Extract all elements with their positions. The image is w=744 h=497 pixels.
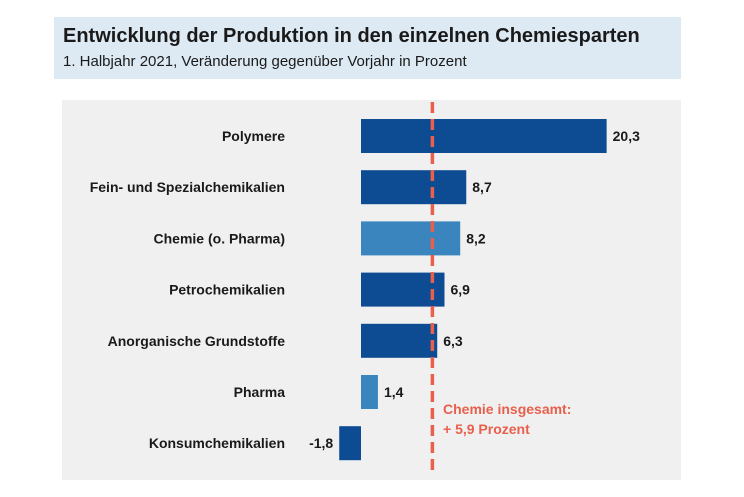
value-label: 8,7: [472, 179, 492, 195]
bar: [361, 323, 438, 358]
bar: [361, 272, 445, 307]
value-label: 1,4: [384, 384, 404, 400]
bar: [361, 119, 607, 153]
bar: [361, 375, 378, 409]
value-label: 20,3: [613, 128, 640, 144]
reference-label: + 5,9 Prozent: [443, 421, 530, 437]
value-label: 6,9: [450, 282, 470, 298]
chart-title: Entwicklung der Produktion in den einzel…: [63, 25, 640, 47]
category-label: Pharma: [234, 384, 286, 400]
value-label: -1,8: [309, 435, 333, 451]
bar: [361, 170, 467, 205]
category-label: Polymere: [222, 128, 285, 144]
category-label: Konsumchemikalien: [149, 435, 285, 451]
chart-header: Entwicklung der Produktion in den einzel…: [54, 17, 681, 79]
category-label: Petrochemikalien: [169, 282, 285, 298]
category-label: Chemie (o. Pharma): [154, 230, 285, 246]
value-label: 8,2: [466, 230, 486, 246]
category-label: Anorganische Grundstoffe: [108, 333, 286, 349]
reference-label: Chemie insgesamt:: [443, 401, 571, 417]
bar: [361, 221, 461, 256]
value-label: 6,3: [443, 333, 463, 349]
bar: [339, 426, 361, 461]
category-label: Fein- und Spezialchemikalien: [90, 179, 285, 195]
chart-subtitle: 1. Halbjahr 2021, Veränderung gegenüber …: [63, 53, 467, 70]
